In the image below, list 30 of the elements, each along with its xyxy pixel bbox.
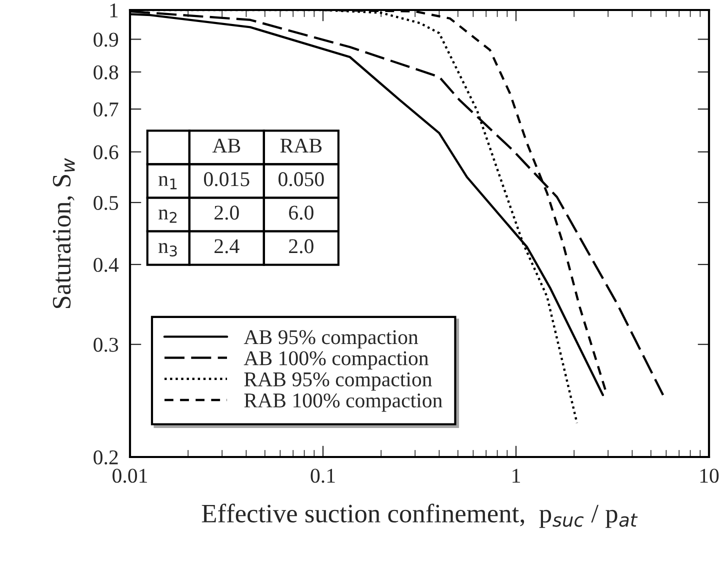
y-tick-label: 0.7	[94, 102, 118, 117]
annotation: RAB	[280, 138, 322, 153]
y-tick-label: 0.3	[94, 338, 118, 352]
y-tick-label: 1	[110, 3, 118, 18]
y-tick-label: 0.2	[94, 450, 118, 465]
annotation: n$_{3}$	[158, 243, 177, 256]
legend-label: RAB 95% compaction	[244, 372, 432, 391]
x-tick-label: 1	[512, 468, 520, 483]
annotation: 0.015	[204, 172, 250, 186]
annotation: 2.0	[214, 206, 239, 220]
y-axis-title: Saturation, S$_{w}$	[52, 158, 75, 308]
annotation: 2.4	[214, 239, 240, 254]
x-tick-label: 0.1	[310, 468, 335, 483]
annotation: AB	[212, 138, 240, 153]
x-axis-title: Effective suction confinement, p$_{suc}$ / p$_{at}$	[202, 504, 638, 528]
y-tick-label: 0.8	[94, 65, 118, 80]
annotation: 0.050	[278, 172, 324, 186]
y-tick-label: 0.5	[94, 196, 118, 210]
annotation: 6.0	[289, 206, 314, 220]
annotation: n$_{1}$	[158, 176, 177, 190]
x-tick-label: 0.01	[112, 468, 147, 483]
annotation: n$_{2}$	[158, 210, 177, 223]
annotation: 2.0	[289, 239, 314, 254]
legend-label: RAB 100% compaction	[244, 393, 442, 412]
legend-label: AB 100% compaction	[244, 351, 428, 370]
legend-label: AB 95% compaction	[244, 330, 418, 348]
y-tick-label: 0.6	[94, 145, 118, 160]
y-tick-label: 0.4	[94, 258, 119, 272]
y-tick-label: 0.9	[94, 32, 118, 47]
x-tick-label: 10	[700, 468, 719, 483]
